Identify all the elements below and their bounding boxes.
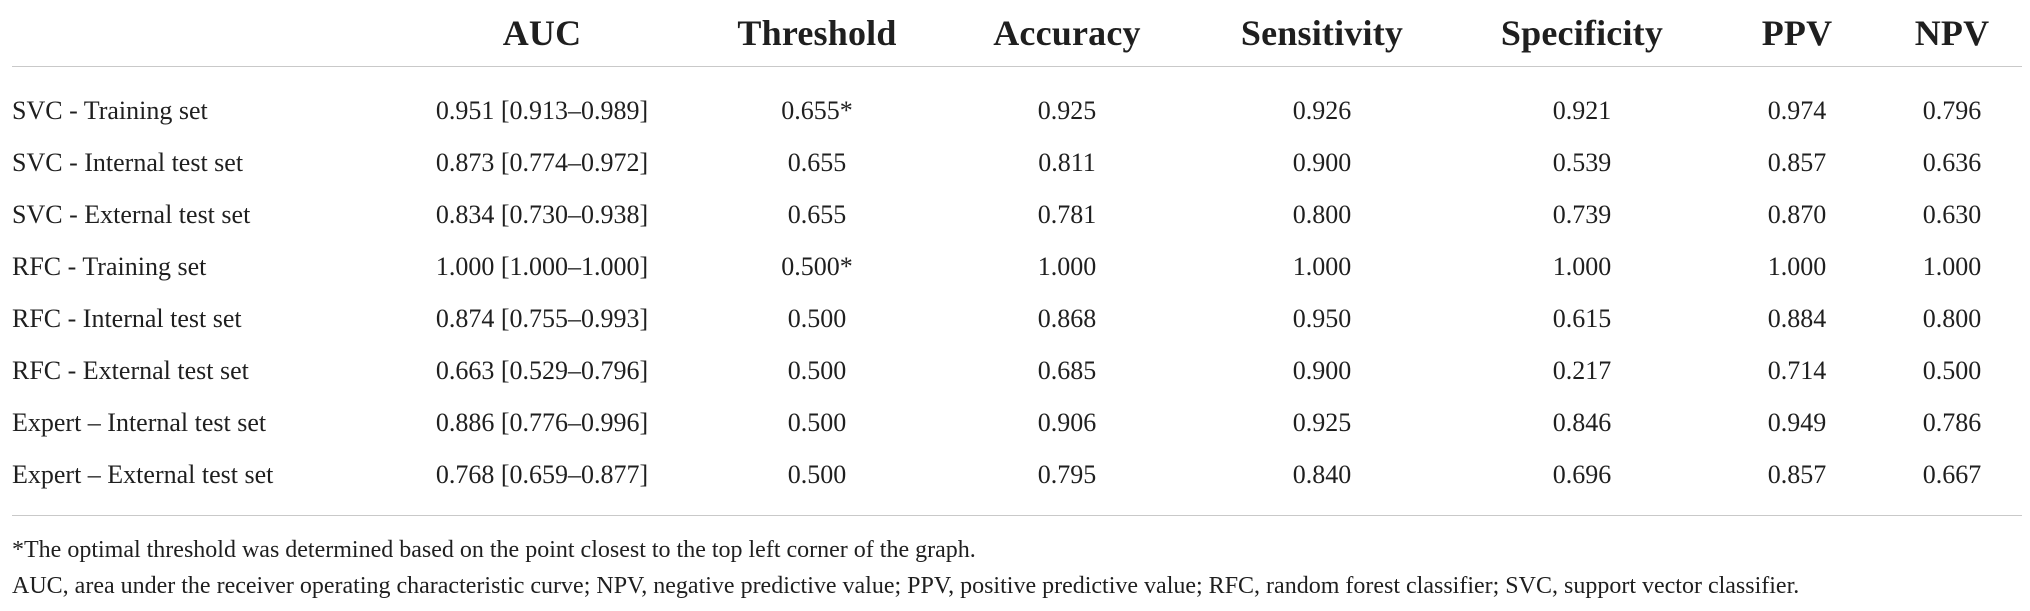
table-row: SVC - Internal test set 0.873 [0.774–0.9… [12,137,2022,189]
cell-threshold: 0.500 [787,408,847,437]
cell-sensitivity: 0.925 [1292,408,1352,437]
cell-ppv: 0.949 [1767,408,1827,437]
cell-sensitivity: 1.000 [1292,252,1352,281]
table-row: RFC - Internal test set 0.874 [0.755–0.9… [12,293,2022,345]
footnote-threshold: *The optimal threshold was determined ba… [12,537,976,563]
cell-specificity: 0.739 [1552,200,1612,229]
cell-sensitivity: 0.926 [1292,96,1352,125]
cell-auc: 0.768 [0.659–0.877] [392,449,692,516]
cell-npv: 0.800 [1922,304,1982,333]
cell-ppv: 0.857 [1712,449,1882,516]
cell-auc: 0.663 [0.529–0.796] [435,356,649,385]
cell-ppv: 1.000 [1767,252,1827,281]
cell-auc: 0.873 [0.774–0.972] [435,148,649,177]
results-table-container: AUC Threshold Accuracy Sensitivity Speci… [12,0,2022,516]
header-auc: AUC [392,0,692,67]
cell-npv: 0.667 [1882,449,2022,516]
cell-ppv: 0.714 [1767,356,1827,385]
cell-sensitivity: 0.900 [1292,148,1352,177]
header-sensitivity: Sensitivity [1192,0,1452,67]
cell-accuracy: 0.906 [1037,408,1097,437]
cell-specificity: 0.539 [1552,148,1612,177]
cell-accuracy: 0.811 [1038,148,1096,177]
header-accuracy: Accuracy [942,0,1192,67]
row-label: SVC - Training set [12,96,208,125]
cell-npv: 1.000 [1922,252,1982,281]
cell-accuracy: 0.868 [1037,304,1097,333]
footnote-abbreviations: AUC, area under the receiver operating c… [12,573,1800,599]
cell-threshold: 0.655 [787,148,847,177]
cell-ppv: 0.884 [1767,304,1827,333]
cell-specificity: 0.696 [1452,449,1712,516]
row-label: RFC - Internal test set [12,304,242,333]
header-threshold: Threshold [692,0,942,67]
table-row: Expert – Internal test set 0.886 [0.776–… [12,397,2022,449]
cell-specificity: 0.921 [1552,96,1612,125]
cell-npv: 0.796 [1922,96,1982,125]
table-row: RFC - Training set 1.000 [1.000–1.000] 0… [12,241,2022,293]
cell-ppv: 0.974 [1767,96,1827,125]
cell-accuracy: 0.795 [942,449,1192,516]
table-row: Expert – External test set 0.768 [0.659–… [12,449,2022,516]
cell-sensitivity: 0.950 [1292,304,1352,333]
cell-sensitivity: 0.900 [1292,356,1352,385]
cell-accuracy: 1.000 [1037,252,1097,281]
cell-threshold: 0.655 [787,200,847,229]
cell-specificity: 0.217 [1552,356,1612,385]
table-row: SVC - External test set 0.834 [0.730–0.9… [12,189,2022,241]
header-npv: NPV [1882,0,2022,67]
table-header-row: AUC Threshold Accuracy Sensitivity Speci… [12,0,2022,67]
cell-specificity: 1.000 [1552,252,1612,281]
header-specificity: Specificity [1452,0,1712,67]
cell-threshold: 0.500 [787,356,847,385]
cell-threshold: 0.655* [781,96,853,125]
cell-auc: 0.834 [0.730–0.938] [435,200,649,229]
cell-accuracy: 0.685 [1037,356,1097,385]
cell-accuracy: 0.781 [1037,200,1097,229]
row-label: RFC - Training set [12,252,207,281]
cell-auc: 0.886 [0.776–0.996] [435,408,649,437]
row-label: Expert – External test set [12,449,392,516]
cell-npv: 0.630 [1922,200,1982,229]
cell-threshold: 0.500 [692,449,942,516]
cell-specificity: 0.846 [1552,408,1612,437]
cell-auc: 0.951 [0.913–0.989] [435,96,649,125]
cell-threshold: 0.500* [781,252,853,281]
cell-accuracy: 0.925 [1037,96,1097,125]
cell-ppv: 0.857 [1767,148,1827,177]
cell-npv: 0.786 [1922,408,1982,437]
row-label: SVC - External test set [12,200,251,229]
cell-auc: 0.874 [0.755–0.993] [435,304,649,333]
header-row-label [12,0,392,67]
cell-sensitivity: 0.800 [1292,200,1352,229]
cell-sensitivity: 0.840 [1192,449,1452,516]
table-footnotes: *The optimal threshold was determined ba… [12,532,2022,604]
cell-threshold: 0.500 [787,304,847,333]
cell-specificity: 0.615 [1552,304,1612,333]
row-label: Expert – Internal test set [12,408,267,437]
row-label: RFC - External test set [12,356,249,385]
row-label: SVC - Internal test set [12,148,244,177]
table-row: SVC - Training set 0.951 [0.913–0.989] 0… [12,67,2022,138]
header-ppv: PPV [1712,0,1882,67]
cell-ppv: 0.870 [1767,200,1827,229]
cell-auc: 1.000 [1.000–1.000] [435,252,649,281]
cell-npv: 0.500 [1922,356,1982,385]
table-row: RFC - External test set 0.663 [0.529–0.7… [12,345,2022,397]
cell-npv: 0.636 [1922,148,1982,177]
results-table: AUC Threshold Accuracy Sensitivity Speci… [12,0,2022,516]
